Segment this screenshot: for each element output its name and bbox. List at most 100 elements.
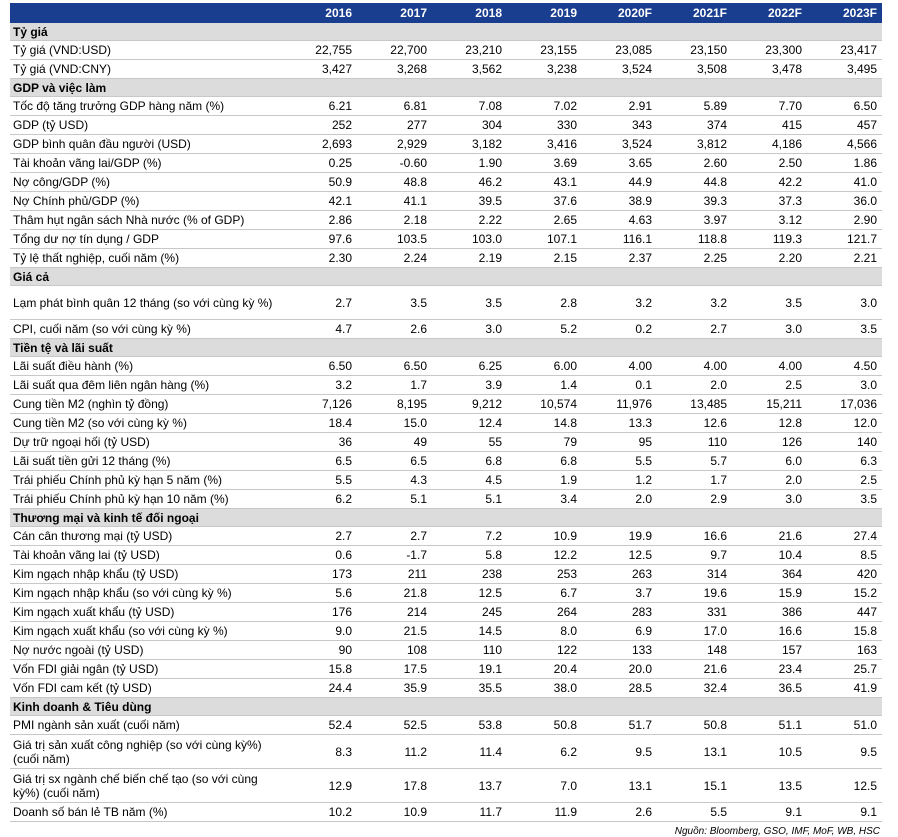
value-cell-2016: 6.50: [282, 356, 357, 376]
row-label: GDP bình quân đầu người (USD): [10, 134, 282, 154]
value-cell-2018: 103.0: [432, 229, 507, 249]
header-year-2022f: 2022F: [732, 3, 807, 23]
macro-table-container: 2016 2017 2018 2019 2020F 2021F 2022F 20…: [10, 3, 882, 837]
value-cell-2019: 2.65: [507, 210, 582, 230]
value-cell-2018: 39.5: [432, 191, 507, 211]
value-cell-2023f: 27.4: [807, 526, 882, 546]
value-cell-2018: 53.8: [432, 715, 507, 735]
table-row: CPI, cuối năm (so với cùng kỳ %) 4.7 2.6 3.…: [10, 319, 882, 339]
value-cell-2017: 103.5: [357, 229, 432, 249]
value-cell-2019: 1.4: [507, 375, 582, 395]
value-cell-2022f: 3.0: [732, 489, 807, 509]
table-row: Tỷ lệ thất nghiệp, cuối năm (%) 2.30 2.24 2…: [10, 248, 882, 268]
value-cell-2022f: 7.70: [732, 96, 807, 116]
value-cell-2021f: 23,150: [657, 40, 732, 60]
value-cell-2017: -0.60: [357, 153, 432, 173]
value-cell-2019: 20.4: [507, 659, 582, 679]
value-cell-2021f: 32.4: [657, 678, 732, 698]
row-label: Nợ công/GDP (%): [10, 172, 282, 192]
value-cell-2016: 36: [282, 432, 357, 452]
value-cell-2023f: 23,417: [807, 40, 882, 60]
value-cell-2017: 41.1: [357, 191, 432, 211]
value-cell-2019: 6.2: [507, 734, 582, 769]
row-label: Nợ nước ngoài (tỷ USD): [10, 640, 282, 660]
value-cell-2019: 264: [507, 602, 582, 622]
value-cell-2019: 14.8: [507, 413, 582, 433]
value-cell-2022f: 37.3: [732, 191, 807, 211]
value-cell-2018: 3,182: [432, 134, 507, 154]
section-title: GDP và việc làm: [10, 78, 882, 97]
row-label: Giá trị sx ngành chế biến chế tạo (so vớ…: [10, 768, 282, 803]
header-year-2019: 2019: [507, 3, 582, 23]
row-label: Trái phiếu Chính phủ kỳ hạn 10 năm (%): [10, 489, 282, 509]
value-cell-2021f: 3,812: [657, 134, 732, 154]
value-cell-2023f: 8.5: [807, 545, 882, 565]
row-label: Trái phiếu Chính phủ kỳ hạn 5 năm (%): [10, 470, 282, 490]
value-cell-2021f: 314: [657, 564, 732, 584]
value-cell-2017: 3,268: [357, 59, 432, 79]
table-row: Vốn FDI giải ngân (tỷ USD) 15.8 17.5 19.1 20…: [10, 659, 882, 679]
value-cell-2019: 2.8: [507, 285, 582, 320]
value-cell-2017: 10.9: [357, 802, 432, 822]
value-cell-2022f: 2.0: [732, 470, 807, 490]
header-year-2020f: 2020F: [582, 3, 657, 23]
value-cell-2019: 50.8: [507, 715, 582, 735]
source-note: Nguồn: Bloomberg, GSO, IMF, MoF, WB, HSC: [674, 826, 880, 837]
value-cell-2023f: 25.7: [807, 659, 882, 679]
value-cell-2017: 211: [357, 564, 432, 584]
row-label: Vốn FDI giải ngân (tỷ USD): [10, 659, 282, 679]
value-cell-2021f: 3.97: [657, 210, 732, 230]
table-row: Lãi suất tiền gửi 12 tháng (%) 6.5 6.5 6.8 6…: [10, 451, 882, 471]
value-cell-2020f: 0.2: [582, 319, 657, 339]
value-cell-2020f: 20.0: [582, 659, 657, 679]
value-cell-2021f: 39.3: [657, 191, 732, 211]
value-cell-2018: 13.7: [432, 768, 507, 803]
value-cell-2018: 2.22: [432, 210, 507, 230]
value-cell-2021f: 5.5: [657, 802, 732, 822]
value-cell-2021f: 110: [657, 432, 732, 452]
value-cell-2021f: 2.0: [657, 375, 732, 395]
value-cell-2017: 4.3: [357, 470, 432, 490]
value-cell-2016: 52.4: [282, 715, 357, 735]
value-cell-2021f: 13,485: [657, 394, 732, 414]
value-cell-2018: 35.5: [432, 678, 507, 698]
value-cell-2023f: 51.0: [807, 715, 882, 735]
value-cell-2021f: 2.60: [657, 153, 732, 173]
value-cell-2022f: 415: [732, 115, 807, 135]
value-cell-2018: 7.2: [432, 526, 507, 546]
value-cell-2020f: 2.6: [582, 802, 657, 822]
value-cell-2020f: 11,976: [582, 394, 657, 414]
table-row: Dự trữ ngoại hối (tỷ USD) 36 49 55 79 95 110 12…: [10, 432, 882, 452]
value-cell-2018: 6.25: [432, 356, 507, 376]
value-cell-2018: 12.4: [432, 413, 507, 433]
value-cell-2017: 1.7: [357, 375, 432, 395]
header-label-cell: [10, 3, 282, 23]
table-row: Kim ngạch xuất khẩu (so với cùng kỳ %) 9.…: [10, 621, 882, 641]
value-cell-2020f: 3,524: [582, 59, 657, 79]
row-label: Lãi suất qua đêm liên ngân hàng (%): [10, 375, 282, 395]
table-row: Trái phiếu Chính phủ kỳ hạn 5 năm (%) 5.5…: [10, 470, 882, 490]
value-cell-2018: 11.7: [432, 802, 507, 822]
table-row: Nợ nước ngoài (tỷ USD) 90 108 110 122 133 148 1…: [10, 640, 882, 660]
value-cell-2018: 5.1: [432, 489, 507, 509]
value-cell-2020f: 19.9: [582, 526, 657, 546]
value-cell-2021f: 331: [657, 602, 732, 622]
section-title: Giá cả: [10, 267, 882, 286]
value-cell-2023f: 12.0: [807, 413, 882, 433]
value-cell-2021f: 15.1: [657, 768, 732, 803]
value-cell-2016: 24.4: [282, 678, 357, 698]
value-cell-2018: 3.5: [432, 285, 507, 320]
value-cell-2017: 2.24: [357, 248, 432, 268]
value-cell-2021f: 374: [657, 115, 732, 135]
value-cell-2023f: 41.0: [807, 172, 882, 192]
value-cell-2023f: 2.90: [807, 210, 882, 230]
macro-indicators-table: 2016 2017 2018 2019 2020F 2021F 2022F 20…: [10, 3, 882, 822]
value-cell-2018: 19.1: [432, 659, 507, 679]
value-cell-2019: 3.69: [507, 153, 582, 173]
section-title: Thương mại và kinh tế đối ngoại: [10, 508, 882, 527]
value-cell-2016: 0.6: [282, 545, 357, 565]
value-cell-2021f: 1.7: [657, 470, 732, 490]
row-label: Tài khoản vãng lai/GDP (%): [10, 153, 282, 173]
value-cell-2019: 6.00: [507, 356, 582, 376]
section-header-row: Giá cả: [10, 267, 882, 286]
